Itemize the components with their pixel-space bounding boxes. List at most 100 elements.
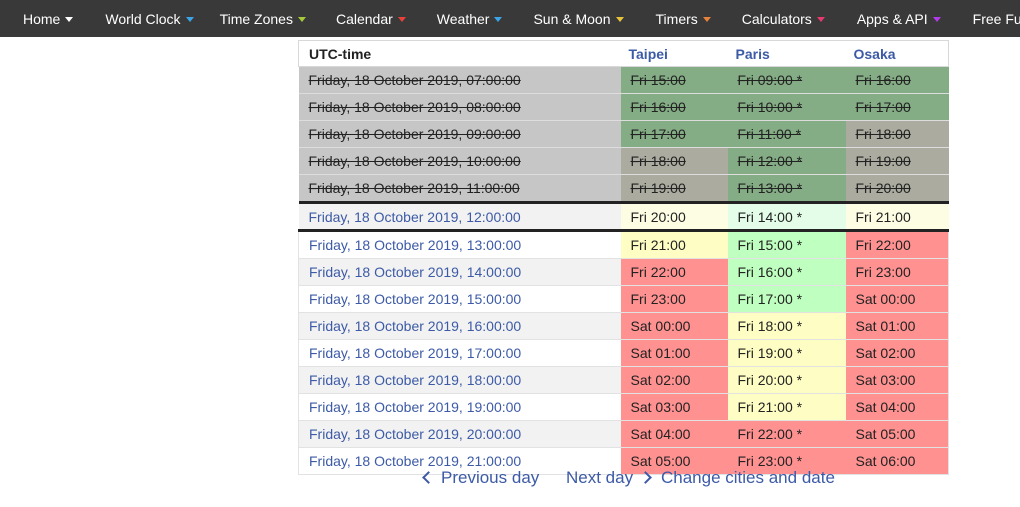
paris-time-cell: Fri 23:00 *: [727, 447, 846, 475]
nav-free-fun-label: Free Fun: [972, 10, 1020, 27]
previous-day-link[interactable]: Previous day: [422, 468, 540, 488]
paris-time-cell: Fri 22:00 *: [727, 420, 846, 448]
table-row: Friday, 18 October 2019, 13:00:00 Fri 21:…: [298, 230, 949, 259]
osaka-time-cell: Sat 04:00: [845, 393, 949, 421]
paris-time-cell: Fri 16:00 *: [727, 258, 846, 286]
utc-time-cell: Friday, 18 October 2019, 16:00:00: [298, 312, 621, 340]
nav-home-label: Home: [23, 10, 61, 27]
table-row: Friday, 18 October 2019, 17:00:00 Sat 01:…: [298, 339, 949, 367]
chevron-down-icon: [397, 17, 406, 22]
osaka-time-cell: Sat 03:00: [845, 366, 949, 394]
change-cities-link[interactable]: Change cities and date: [661, 468, 835, 488]
nav-calendar[interactable]: Calendar: [336, 0, 406, 37]
utc-time-cell: Friday, 18 October 2019, 14:00:00: [298, 258, 621, 286]
table-row: Friday, 18 October 2019, 16:00:00 Sat 00:…: [298, 312, 949, 340]
nav-calendar-label: Calendar: [335, 10, 393, 27]
taipei-time-cell: Fri 21:00: [620, 230, 728, 259]
header-utc-time: UTC-time: [298, 40, 621, 67]
chevron-down-icon: [65, 17, 74, 22]
taipei-time-cell: Sat 03:00: [620, 393, 728, 421]
taipei-time-cell: Fri 22:00: [620, 258, 728, 286]
chevron-down-icon: [702, 17, 711, 22]
utc-time-cell: Friday, 18 October 2019, 10:00:00: [298, 147, 621, 175]
osaka-time-cell: Fri 17:00: [845, 93, 949, 121]
table-row: Friday, 18 October 2019, 21:00:00 Sat 05:…: [298, 447, 949, 475]
nav-apps-api-label: Apps & API: [856, 10, 928, 27]
time-conversion-table: UTC-time Taipei Paris Osaka Friday, 18 O…: [298, 40, 949, 475]
nav-free-fun[interactable]: Free Fun: [973, 0, 1020, 37]
nav-home[interactable]: Home: [23, 0, 74, 37]
osaka-time-cell: Fri 23:00: [845, 258, 949, 286]
utc-time-cell: Friday, 18 October 2019, 17:00:00: [298, 339, 621, 367]
nav-weather-label: Weather: [436, 10, 490, 27]
taipei-time-cell: Fri 15:00: [620, 66, 728, 94]
nav-time-zones[interactable]: Time Zones: [220, 0, 306, 37]
taipei-time-cell: Sat 00:00: [620, 312, 728, 340]
taipei-time-cell: Fri 17:00: [620, 120, 728, 148]
table-row: Friday, 18 October 2019, 10:00:00 Fri 18:…: [298, 147, 949, 175]
taipei-time-cell: Sat 01:00: [620, 339, 728, 367]
osaka-time-cell: Sat 01:00: [845, 312, 949, 340]
nav-timers-label: Timers: [655, 10, 698, 27]
chevron-down-icon: [816, 17, 825, 22]
taipei-time-cell: Fri 18:00: [620, 147, 728, 175]
utc-time-cell: Friday, 18 October 2019, 12:00:00: [298, 201, 621, 232]
chevron-down-icon: [615, 17, 624, 22]
header-city-paris[interactable]: Paris: [727, 40, 846, 67]
previous-day-label: Previous day: [441, 468, 540, 487]
chevron-down-icon: [494, 17, 503, 22]
nav-time-zones-label: Time Zones: [219, 10, 293, 27]
chevron-down-icon: [185, 17, 194, 22]
utc-time-cell: Friday, 18 October 2019, 11:00:00: [298, 174, 621, 203]
nav-sun-moon[interactable]: Sun & Moon: [533, 0, 624, 37]
osaka-time-cell: Fri 21:00: [845, 201, 949, 232]
table-header-row: UTC-time Taipei Paris Osaka: [298, 40, 949, 67]
header-city-osaka[interactable]: Osaka: [845, 40, 949, 67]
paris-time-cell: Fri 13:00 *: [727, 174, 846, 203]
nav-sun-moon-label: Sun & Moon: [533, 10, 611, 27]
utc-time-cell: Friday, 18 October 2019, 07:00:00: [298, 66, 621, 94]
utc-time-cell: Friday, 18 October 2019, 19:00:00: [298, 393, 621, 421]
taipei-time-cell: Sat 02:00: [620, 366, 728, 394]
utc-time-cell: Friday, 18 October 2019, 18:00:00: [298, 366, 621, 394]
osaka-time-cell: Sat 02:00: [845, 339, 949, 367]
table-row: Friday, 18 October 2019, 12:00:00 Fri 20:…: [298, 201, 949, 232]
nav-world-clock-label: World Clock: [105, 10, 181, 27]
paris-time-cell: Fri 14:00 *: [727, 201, 846, 232]
chevron-down-icon: [297, 17, 306, 22]
nav-weather[interactable]: Weather: [437, 0, 503, 37]
taipei-time-cell: Sat 05:00: [620, 447, 728, 475]
next-day-link[interactable]: Next day: [566, 468, 652, 488]
header-city-taipei[interactable]: Taipei: [620, 40, 728, 67]
taipei-time-cell: Fri 19:00: [620, 174, 728, 203]
table-row: Friday, 18 October 2019, 19:00:00 Sat 03:…: [298, 393, 949, 421]
paris-time-cell: Fri 12:00 *: [727, 147, 846, 175]
taipei-time-cell: Fri 23:00: [620, 285, 728, 313]
paris-time-cell: Fri 09:00 *: [727, 66, 846, 94]
table-row: Friday, 18 October 2019, 09:00:00 Fri 17:…: [298, 120, 949, 148]
chevron-right-icon: [639, 470, 652, 484]
bottom-navigation: Previous day Next day Change cities and …: [0, 468, 1020, 492]
nav-timers[interactable]: Timers: [656, 0, 711, 37]
top-navigation: Home World Clock Time Zones Calendar Wea…: [0, 0, 1020, 37]
nav-apps-api[interactable]: Apps & API: [857, 0, 941, 37]
table-body: Friday, 18 October 2019, 07:00:00 Fri 15:…: [298, 66, 949, 475]
change-cities-label: Change cities and date: [661, 468, 835, 487]
osaka-time-cell: Fri 22:00: [845, 230, 949, 259]
osaka-time-cell: Sat 05:00: [845, 420, 949, 448]
paris-time-cell: Fri 19:00 *: [727, 339, 846, 367]
nav-world-clock[interactable]: World Clock: [105, 0, 194, 37]
osaka-time-cell: Fri 16:00: [845, 66, 949, 94]
taipei-time-cell: Fri 20:00: [620, 201, 728, 232]
paris-time-cell: Fri 10:00 *: [727, 93, 846, 121]
next-day-label: Next day: [566, 468, 634, 487]
osaka-time-cell: Sat 06:00: [845, 447, 949, 475]
osaka-time-cell: Fri 20:00: [845, 174, 949, 203]
nav-calculators[interactable]: Calculators: [742, 0, 825, 37]
osaka-time-cell: Sat 00:00: [845, 285, 949, 313]
table-row: Friday, 18 October 2019, 08:00:00 Fri 16:…: [298, 93, 949, 121]
utc-time-cell: Friday, 18 October 2019, 20:00:00: [298, 420, 621, 448]
paris-time-cell: Fri 20:00 *: [727, 366, 846, 394]
paris-time-cell: Fri 21:00 *: [727, 393, 846, 421]
chevron-left-icon: [422, 470, 435, 484]
